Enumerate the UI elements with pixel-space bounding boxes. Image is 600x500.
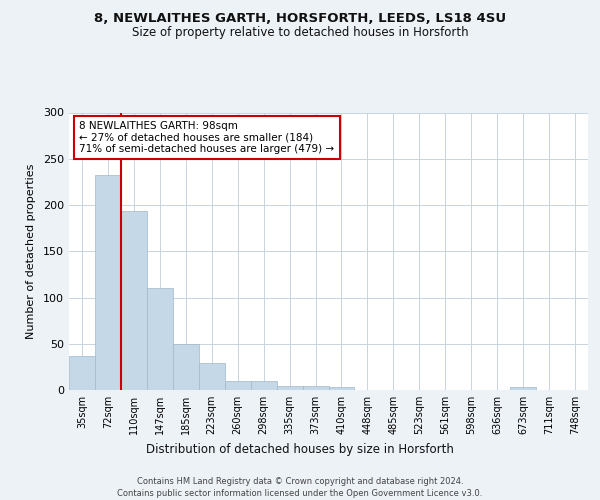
Bar: [329, 387, 355, 390]
Text: Size of property relative to detached houses in Horsforth: Size of property relative to detached ho…: [131, 26, 469, 39]
Bar: [510, 387, 536, 390]
Bar: [95, 176, 121, 390]
Bar: [147, 288, 173, 390]
Bar: [69, 356, 95, 390]
Bar: [199, 363, 224, 390]
Bar: [121, 212, 147, 390]
Bar: [173, 344, 199, 390]
Bar: [251, 381, 277, 390]
Text: Distribution of detached houses by size in Horsforth: Distribution of detached houses by size …: [146, 442, 454, 456]
Bar: [277, 386, 302, 390]
Text: 8 NEWLAITHES GARTH: 98sqm
← 27% of detached houses are smaller (184)
71% of semi: 8 NEWLAITHES GARTH: 98sqm ← 27% of detac…: [79, 121, 335, 154]
Bar: [302, 386, 329, 390]
Text: Contains HM Land Registry data © Crown copyright and database right 2024.
Contai: Contains HM Land Registry data © Crown c…: [118, 476, 482, 498]
Text: 8, NEWLAITHES GARTH, HORSFORTH, LEEDS, LS18 4SU: 8, NEWLAITHES GARTH, HORSFORTH, LEEDS, L…: [94, 12, 506, 26]
Y-axis label: Number of detached properties: Number of detached properties: [26, 164, 36, 339]
Bar: [225, 381, 251, 390]
